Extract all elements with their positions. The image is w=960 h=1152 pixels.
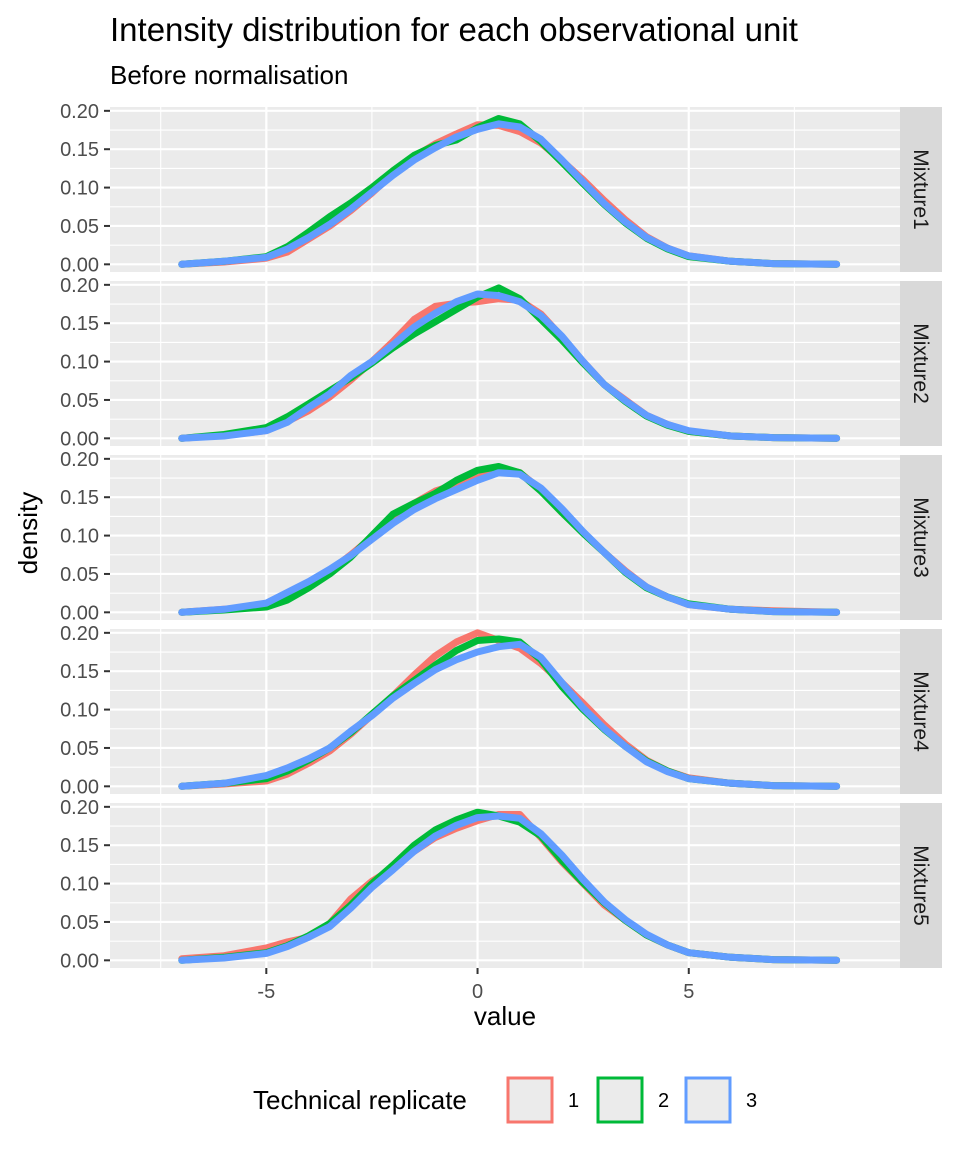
y-tick-label: 0.20 [60,275,99,297]
y-tick-label: 0.10 [60,700,99,722]
facet-strip-label: Mixture4 [909,671,932,752]
y-tick-label: 0.00 [60,602,99,624]
panel-background [110,629,900,794]
y-tick-label: 0.20 [60,623,99,645]
facet-strip [900,455,942,620]
y-tick-label: 0.00 [60,428,99,450]
y-tick-label: 0.15 [60,661,99,683]
legend-label: 2 [658,1090,669,1112]
facet-strip-label: Mixture3 [909,497,932,578]
legend-item-replicate-2: 2 [596,1076,669,1124]
y-tick-label: 0.05 [60,390,99,412]
legend-item-replicate-3: 3 [684,1076,757,1124]
y-tick-label: 0.15 [60,313,99,335]
density-line-replicate-3 [178,640,841,790]
y-tick-label: 0.00 [60,776,99,798]
facet-panel-mixture1: 0.00 0.05 0.10 0.15 0.20 Mixture1 [60,101,942,276]
legend-key [684,1076,732,1124]
density-line-replicate-3 [178,812,841,964]
facet-panels: 0.00 0.05 0.10 0.15 0.20 Mixture1 0.00 0.05 0.10… [60,101,942,972]
legend-key [596,1076,644,1124]
facet-strip [900,803,942,968]
facet-strip [900,281,942,446]
chart-title: Intensity distribution for each observat… [110,11,798,48]
x-tick-label: 0 [472,981,483,1003]
y-tick-label: 0.20 [60,797,99,819]
y-tick-label: 0.10 [60,874,99,896]
legend-key [506,1076,554,1124]
y-tick-label: 0.10 [60,526,99,548]
y-tick-label: 0.00 [60,950,99,972]
y-tick-label: 0.20 [60,101,99,123]
facet-strip-label: Mixture1 [909,149,932,230]
facet-panel-mixture5: 0.00 0.05 0.10 0.15 0.20 Mixture5 [60,797,942,972]
y-axis-title: density [13,492,43,574]
facet-panel-mixture4: 0.00 0.05 0.10 0.15 0.20 Mixture4 [60,623,942,798]
y-tick-label: 0.05 [60,216,99,238]
y-tick-label: 0.15 [60,487,99,509]
x-axis-title: value [474,1001,536,1031]
density-line-replicate-3 [178,469,841,616]
legend: Technical replicate 1 2 3 [253,1076,757,1124]
panel-background [110,455,900,620]
density-line-replicate-3 [178,290,841,442]
y-tick-label: 0.10 [60,352,99,374]
y-tick-label: 0.00 [60,254,99,276]
facet-strip [900,629,942,794]
facet-strip-label: Mixture2 [909,323,932,404]
legend-label: 3 [746,1090,757,1112]
y-tick-label: 0.05 [60,564,99,586]
facet-strip-label: Mixture5 [909,845,932,926]
y-tick-label: 0.05 [60,912,99,934]
chart-subtitle: Before normalisation [110,60,348,90]
x-axis: -5 0 5 [257,968,694,1003]
facet-panel-mixture3: 0.00 0.05 0.10 0.15 0.20 Mixture3 [60,449,942,624]
panel-background [110,803,900,968]
legend-title: Technical replicate [253,1085,467,1115]
facet-panel-mixture2: 0.00 0.05 0.10 0.15 0.20 Mixture2 [60,275,942,450]
y-tick-label: 0.10 [60,178,99,200]
y-tick-label: 0.15 [60,139,99,161]
y-tick-label: 0.05 [60,738,99,760]
y-tick-label: 0.15 [60,835,99,857]
panel-background [110,281,900,446]
x-tick-label: 5 [683,981,694,1003]
x-tick-label: -5 [257,981,275,1003]
facet-strip [900,107,942,272]
density-line-replicate-3 [178,120,841,268]
y-tick-label: 0.20 [60,449,99,471]
panel-background [110,107,900,272]
legend-item-replicate-1: 1 [506,1076,579,1124]
legend-label: 1 [568,1090,579,1112]
